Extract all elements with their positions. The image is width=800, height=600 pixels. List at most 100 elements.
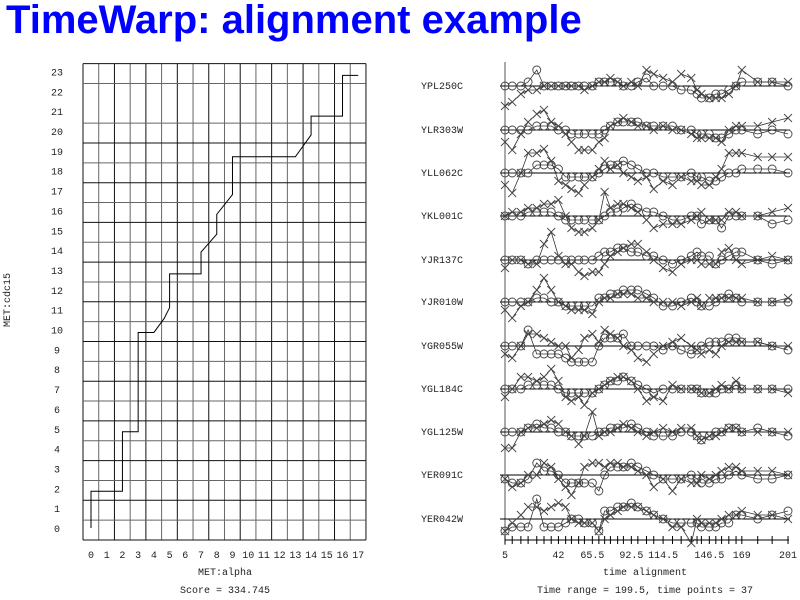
circle-marker xyxy=(626,376,636,386)
cross-marker xyxy=(567,223,576,233)
circle-marker xyxy=(633,502,643,512)
cross-marker xyxy=(588,518,597,528)
cross-marker xyxy=(580,145,589,155)
cross-marker xyxy=(642,293,651,303)
cross-marker xyxy=(711,349,721,359)
cross-marker xyxy=(523,203,533,213)
circle-marker xyxy=(507,297,517,307)
cross-marker xyxy=(600,156,609,166)
circle-marker xyxy=(532,65,542,75)
cross-marker xyxy=(627,502,636,512)
circle-marker xyxy=(618,502,628,512)
y-tick-label: 13 xyxy=(51,267,63,278)
circle-marker xyxy=(717,293,727,303)
cross-marker xyxy=(516,478,526,488)
cross-marker xyxy=(642,396,651,406)
circle-marker xyxy=(717,474,727,484)
cross-marker xyxy=(500,211,510,221)
cross-marker xyxy=(600,514,609,524)
cross-marker xyxy=(686,215,696,225)
cross-marker xyxy=(507,207,517,217)
cross-marker xyxy=(753,121,763,131)
gene-label: YJR137C xyxy=(421,256,463,267)
circle-series-line xyxy=(505,328,789,363)
cross-marker xyxy=(561,427,570,437)
cross-marker xyxy=(767,117,777,127)
y-tick-label: 22 xyxy=(51,88,63,99)
circle-marker xyxy=(633,247,643,257)
circle-marker xyxy=(767,427,777,437)
circle-marker xyxy=(658,211,668,221)
cross-marker xyxy=(600,187,609,197)
circle-marker xyxy=(539,380,549,390)
y-tick-label: 21 xyxy=(51,108,63,119)
cross-marker xyxy=(633,466,643,476)
cross-marker xyxy=(516,341,526,351)
circle-marker xyxy=(566,514,576,524)
cross-marker xyxy=(783,152,793,162)
cross-marker xyxy=(554,195,563,205)
cross-marker xyxy=(600,325,609,335)
circle-marker xyxy=(704,301,714,311)
circle-marker xyxy=(658,81,668,91)
circle-marker xyxy=(696,172,706,182)
circle-marker xyxy=(587,81,597,91)
cross-marker xyxy=(717,93,726,103)
cross-marker xyxy=(516,207,526,217)
cross-marker xyxy=(627,423,636,433)
cross-marker xyxy=(500,526,510,536)
cross-marker xyxy=(523,372,533,382)
y-tick-label: 15 xyxy=(51,227,63,238)
cross-marker xyxy=(717,427,726,437)
cross-marker xyxy=(724,293,734,303)
circle-marker xyxy=(658,384,668,394)
cross-marker xyxy=(539,506,549,516)
cross-marker xyxy=(523,423,533,433)
cross-marker xyxy=(649,427,659,437)
cross-marker xyxy=(658,219,668,229)
cross-marker xyxy=(507,518,517,528)
cross-marker xyxy=(697,435,706,445)
cross-marker xyxy=(532,329,542,339)
cross-marker xyxy=(567,396,576,406)
cross-marker xyxy=(574,392,583,402)
cross-marker xyxy=(697,301,706,311)
circle-marker xyxy=(574,215,584,225)
gene-row-ygl125w: YGL125W xyxy=(421,407,793,453)
cross-marker xyxy=(523,259,533,269)
cross-marker xyxy=(649,297,659,307)
circle-marker xyxy=(642,207,651,217)
cross-marker xyxy=(546,199,556,209)
x-tick-label: 5 xyxy=(502,551,508,562)
cross-marker xyxy=(567,259,576,269)
y-tick-label: 23 xyxy=(51,68,63,79)
cross-marker xyxy=(668,219,677,229)
circle-marker xyxy=(587,518,597,528)
circle-marker xyxy=(546,522,556,532)
cross-marker xyxy=(686,73,696,83)
x-tick-label: 12 xyxy=(274,551,286,562)
circle-marker xyxy=(767,164,777,174)
circle-marker xyxy=(753,211,763,221)
cross-marker xyxy=(523,117,533,127)
x-tick-label: 42 xyxy=(552,551,564,562)
y-tick-label: 10 xyxy=(51,327,63,338)
cross-marker xyxy=(539,273,549,283)
circle-marker xyxy=(574,431,584,441)
cross-marker xyxy=(627,77,636,87)
circle-marker xyxy=(717,255,727,265)
circle-marker xyxy=(676,345,686,355)
cross-marker xyxy=(500,305,510,315)
cross-marker xyxy=(724,148,734,158)
cross-marker xyxy=(668,180,677,190)
cross-marker xyxy=(532,376,542,386)
cross-marker xyxy=(783,514,793,524)
circle-marker xyxy=(546,297,556,307)
cross-marker xyxy=(532,85,542,95)
circle-marker xyxy=(516,384,526,394)
cross-marker xyxy=(668,77,677,87)
circle-marker xyxy=(516,522,526,532)
cross-marker xyxy=(676,69,686,79)
cross-marker xyxy=(600,380,609,390)
cross-marker xyxy=(546,462,556,472)
